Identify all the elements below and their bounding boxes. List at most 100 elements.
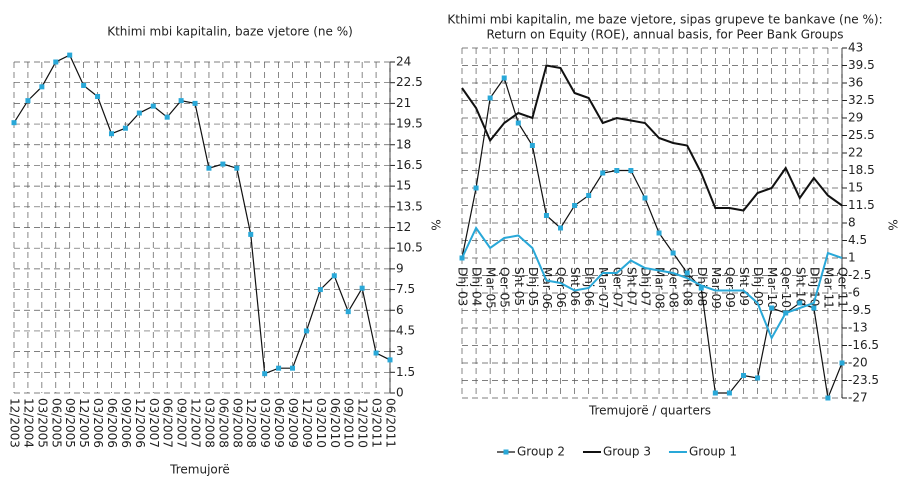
data-marker [248,231,254,237]
x-tick-label: Mar 10 [765,267,779,309]
data-marker [670,250,676,256]
data-marker [487,95,493,101]
y-tick-label: 6 [396,303,404,317]
x-tick-label: Qer 08 [667,267,681,308]
chart-title: Kthimi mbi kapitalin, baze vjetore (ne %… [107,25,353,39]
data-marker [797,300,803,306]
x-tick-label: Mar 11 [821,267,835,309]
data-marker [317,287,323,293]
x-tick-label: 09/2005 [63,398,77,448]
data-marker [11,120,17,126]
y-tick-label: 29 [848,111,863,125]
y-tick-label: 1.5 [396,365,415,379]
x-tick-label: Qer 10 [779,267,793,308]
y-tick-label: 11.5 [848,198,875,212]
chart-subtitle: Return on Equity (ROE), annual basis, fo… [487,28,844,42]
x-tick-label: Sht 09 [737,267,751,306]
x-tick-label: 12/2010 [356,398,370,448]
x-tick-label: 03/2011 [370,398,384,448]
x-tick-label: 09/2008 [230,398,244,448]
y-tick-label: 8 [848,216,856,230]
y-tick-label: 4.5 [848,233,867,247]
y-tick-label: 22.5 [396,75,423,89]
data-line [461,76,843,401]
y-tick-label: 4.5 [396,323,415,337]
data-marker [529,143,535,148]
x-tick-label: 03/2006 [91,398,105,448]
y-tick-label: 9 [396,261,404,275]
y-tick-label: 7.5 [396,282,415,296]
y-tick-label: 39.5 [848,58,875,72]
data-marker [276,365,282,371]
data-marker [839,360,845,366]
y-tick-label: 16.5 [396,158,423,172]
data-marker [656,230,662,236]
data-marker [600,170,606,176]
data-marker [164,114,170,120]
x-tick-label: 09/2009 [286,398,300,448]
y-tick-label: 36 [848,76,863,90]
data-marker [755,375,761,381]
data-marker [290,365,296,371]
data-marker [628,168,634,173]
y-tick-label: 15 [848,181,863,195]
y-tick-label: -16.5 [848,338,879,352]
data-marker [501,75,507,81]
y-tick-label: 24 [396,55,411,69]
y-tick-label: 3 [396,344,404,358]
y-tick-label: 18.5 [848,163,875,177]
x-tick-label: 12/2007 [189,398,203,448]
data-marker [122,125,128,131]
x-tick-label: 03/2007 [147,398,161,448]
x-tick-label: 12/2008 [244,398,258,448]
x-tick-label: Dhj 04 [470,267,484,306]
y-tick-label: 1 [848,251,856,265]
y-tick-label: 12 [396,220,411,234]
x-tick-label: Sht 06 [568,267,582,306]
data-marker [81,82,87,88]
data-marker [769,305,775,311]
data-marker [67,52,73,58]
data-line [461,226,843,341]
x-tick-label: 12/2003 [8,398,22,448]
y-tick-label: -6 [848,286,860,300]
data-marker [136,110,142,116]
x-tick-label: Sht 07 [624,267,638,306]
legend-label: Group 1 [689,445,737,459]
y-tick-label: 21 [396,96,411,110]
data-marker [515,120,521,126]
data-marker [178,98,184,104]
data-marker [53,59,59,65]
x-tick-label: 09/2010 [342,398,356,448]
y-tick-label: -20 [848,356,868,370]
y-tick-label: -13 [848,321,868,335]
data-marker [473,185,479,191]
data-marker [558,225,564,231]
y-tick-label: -27 [848,391,868,405]
x-tick-label: 12/2005 [77,398,91,448]
x-tick-label: Dhj 05 [526,267,540,306]
x-tick-label: Dhj 10 [807,267,821,306]
data-marker [684,270,690,276]
y-tick-label: 15 [396,179,411,193]
y-tick-label: 25.5 [848,128,875,142]
x-tick-label: Dhj 09 [751,267,765,306]
legend-label: Group 2 [517,445,565,459]
data-marker [543,213,549,218]
data-marker [95,93,101,99]
y-tick-label: 10.5 [396,241,423,255]
data-marker [262,371,268,377]
y-tick-label: 43 [848,41,863,55]
x-tick-label: 06/2010 [328,398,342,448]
data-marker [359,285,365,291]
data-marker [303,328,309,334]
x-tick-label: 09/2007 [175,398,189,448]
data-marker [825,395,831,401]
x-tick-label: Dhj 03 [456,267,470,306]
x-tick-label: 06/2008 [216,398,230,448]
x-tick-label: Mar 05 [484,267,498,309]
data-marker [220,161,226,167]
x-tick-label: Qer 09 [723,267,737,308]
x-tick-label: Qer 11 [836,267,850,308]
